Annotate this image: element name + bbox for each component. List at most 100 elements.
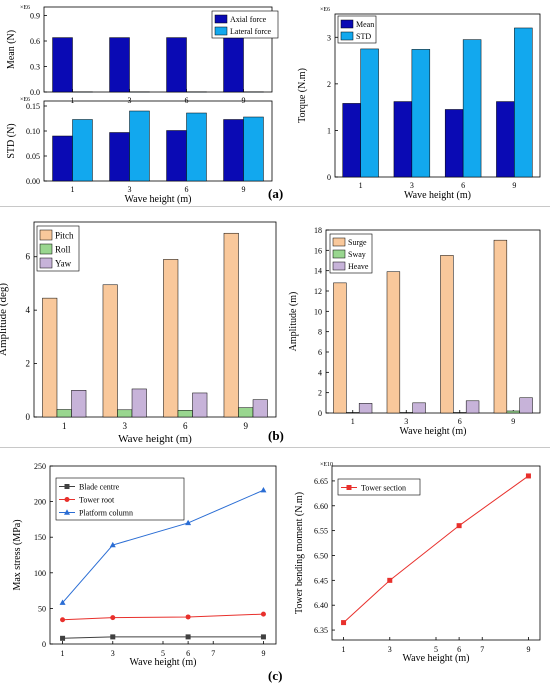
rotation-legend-label: Yaw bbox=[55, 259, 72, 269]
mean-xtick-label: 9 bbox=[242, 96, 246, 105]
torque-xtick-label: 3 bbox=[410, 181, 414, 190]
translation-bar-heave bbox=[358, 403, 373, 414]
std-ylabel: STD (N) bbox=[6, 123, 17, 158]
translation-ytick-label: 6 bbox=[318, 348, 322, 357]
rotation-bar-pitch bbox=[42, 297, 58, 418]
rotation-legend-swatch bbox=[39, 243, 53, 255]
translation-xtick-label: 3 bbox=[404, 417, 408, 426]
torque-bar-mean bbox=[496, 101, 515, 178]
std-bar-lateral-force bbox=[186, 112, 207, 182]
torque-legend-swatch bbox=[340, 19, 354, 29]
mean-xtick-label: 6 bbox=[185, 96, 189, 105]
moment-ytick-label: 6.35 bbox=[314, 626, 328, 635]
translation-bar-surge bbox=[333, 282, 347, 414]
stress-xtick-label: 1 bbox=[61, 649, 65, 658]
std-bar-lateral-force bbox=[129, 110, 150, 182]
rotation-bar-yaw bbox=[131, 388, 147, 418]
panel-b-label: (b) bbox=[268, 428, 284, 443]
translation-legend-swatch bbox=[332, 261, 346, 271]
moment-point-tower-section bbox=[387, 577, 393, 583]
mean-ylabel: Mean (N) bbox=[6, 30, 17, 69]
stress-xtick-label: 9 bbox=[261, 649, 265, 658]
moment-xtick-label: 1 bbox=[342, 645, 346, 654]
translation-bar-heave bbox=[519, 397, 533, 414]
translation-ylabel: Amplitude (m) bbox=[288, 292, 299, 352]
translation-legend-swatch bbox=[332, 249, 346, 259]
moment-xtick-label: 7 bbox=[480, 645, 484, 654]
torque-bar-mean bbox=[342, 103, 361, 178]
std-xlabel: Wave height (m) bbox=[125, 194, 192, 205]
moment-xlabel: Wave height (m) bbox=[403, 653, 470, 664]
rotation-bar-roll bbox=[177, 410, 193, 418]
moment-ytick-label: 6.55 bbox=[314, 527, 328, 536]
mean-legend-swatch bbox=[214, 26, 228, 36]
stress-legend-label: Platform column bbox=[79, 509, 133, 518]
std-ytick-label: 0.00 bbox=[26, 177, 40, 186]
rotation-legend-label: Roll bbox=[55, 245, 71, 255]
moment-ylabel: Tower bending moment (N.m) bbox=[294, 492, 305, 614]
rotation-bar-roll bbox=[56, 409, 72, 418]
stress-ytick-label: 150 bbox=[34, 533, 46, 542]
rotation-xtick-label: 6 bbox=[183, 421, 188, 431]
stress-point-platform-column bbox=[185, 519, 192, 526]
mean-legend-label: Lateral force bbox=[230, 27, 272, 36]
translation-bar-sway bbox=[453, 412, 467, 414]
torque-legend-label: STD bbox=[356, 32, 371, 41]
stress-point-platform-column bbox=[109, 541, 116, 548]
torque-bar-std bbox=[411, 49, 431, 178]
torque-ytick-label: 2 bbox=[327, 80, 331, 89]
moment-multiplier: ×E10 bbox=[320, 462, 333, 468]
mean-plot-frame bbox=[43, 6, 273, 93]
stress-point-tower-root bbox=[185, 614, 191, 620]
panel-c-label: (c) bbox=[268, 668, 283, 683]
rotation-plot-frame bbox=[33, 221, 277, 418]
panel-a-label: (a) bbox=[268, 186, 284, 201]
moment-ytick-label: 6.60 bbox=[314, 502, 328, 511]
translation-bar-heave bbox=[465, 400, 480, 414]
rotation-bar-roll bbox=[117, 409, 133, 418]
stress-xtick-label: 5 bbox=[161, 649, 165, 658]
translation-legend-label: Heave bbox=[348, 262, 369, 271]
stress-ylabel: Max stress (MPa) bbox=[12, 519, 23, 590]
translation-bar-heave bbox=[412, 402, 426, 414]
stress-ytick-label: 250 bbox=[34, 462, 46, 471]
moment-ytick-label: 6.40 bbox=[314, 601, 328, 610]
translation-ytick-label: 4 bbox=[318, 368, 322, 377]
translation-ytick-label: 2 bbox=[318, 389, 322, 398]
mean-ytick-label: 0.0 bbox=[30, 88, 40, 97]
torque-xtick-label: 1 bbox=[359, 181, 363, 190]
stress-legend-marker bbox=[64, 484, 70, 489]
mean-bar-axial-force bbox=[109, 37, 130, 93]
stress-point-blade-centre bbox=[110, 634, 116, 640]
translation-ytick-label: 16 bbox=[314, 246, 322, 255]
mean-bar-axial-force bbox=[166, 37, 187, 93]
torque-xtick-label: 6 bbox=[461, 181, 465, 190]
moment-ytick-label: 6.65 bbox=[314, 477, 328, 486]
rotation-bar-yaw bbox=[71, 390, 87, 418]
rotation-bar-yaw bbox=[252, 399, 268, 418]
stress-legend-marker bbox=[64, 509, 70, 515]
mean-xtick-label: 3 bbox=[128, 96, 132, 105]
rotation-bar-yaw bbox=[192, 392, 208, 418]
torque-ytick-label: 3 bbox=[327, 33, 331, 42]
moment-legend-marker bbox=[346, 485, 352, 490]
translation-bar-sway bbox=[506, 410, 520, 414]
panel-b-separator bbox=[0, 447, 550, 448]
torque-xlabel: Wave height (m) bbox=[404, 190, 471, 201]
stress-point-tower-root bbox=[110, 615, 116, 621]
torque-xtick-label: 9 bbox=[512, 181, 516, 190]
torque-ylabel: Torque (N.m) bbox=[297, 68, 308, 123]
rotation-ytick-label: 6 bbox=[26, 252, 31, 262]
mean-legend-swatch bbox=[214, 14, 228, 24]
rotation-bar-pitch bbox=[102, 284, 118, 418]
mean-bar-axial-force bbox=[223, 37, 244, 93]
mean-chart: 0.0 0.3 0.6 0.9 Mean (N) ×E6 1 3 6 9 Axial force La… bbox=[6, 5, 279, 105]
translation-ytick-label: 14 bbox=[314, 267, 322, 276]
moment-ytick-label: 6.45 bbox=[314, 576, 328, 585]
std-xtick-label: 1 bbox=[71, 185, 75, 194]
rotation-legend-swatch bbox=[39, 229, 53, 241]
stress-point-blade-centre bbox=[260, 634, 266, 640]
std-multiplier: ×E6 bbox=[20, 97, 30, 103]
stress-ytick-label: 100 bbox=[34, 569, 46, 578]
